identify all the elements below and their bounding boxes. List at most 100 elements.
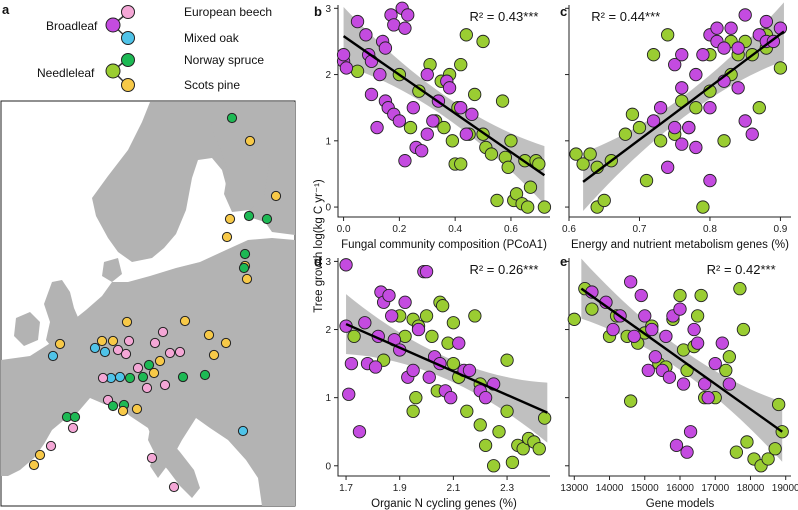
- data-point: [761, 452, 775, 466]
- data-point: [509, 187, 524, 201]
- data-point: [738, 8, 752, 22]
- data-point: [378, 41, 393, 55]
- site-marker: [237, 425, 249, 437]
- map-land-britain: [44, 280, 84, 350]
- data-point: [638, 309, 652, 323]
- data-point: [364, 87, 379, 102]
- y-tick-label: 3: [325, 257, 331, 268]
- site-marker: [221, 231, 233, 243]
- data-point: [459, 28, 473, 42]
- data-point: [385, 309, 399, 323]
- data-point: [398, 154, 412, 168]
- data-point: [627, 329, 641, 343]
- data-point: [484, 147, 499, 161]
- x-axis-label: Gene models: [646, 498, 715, 510]
- data-point: [585, 302, 599, 316]
- axis-frame: [568, 258, 791, 477]
- regression-line: [342, 35, 546, 177]
- data-point: [495, 94, 510, 108]
- map-land-continent: [1, 238, 295, 506]
- data-point: [708, 356, 722, 371]
- site-marker: [141, 382, 153, 394]
- site-marker: [157, 326, 169, 338]
- site-marker: [261, 213, 273, 225]
- data-point: [675, 81, 689, 95]
- data-point: [745, 127, 759, 141]
- data-point: [392, 114, 407, 128]
- site-marker: [243, 210, 255, 222]
- data-point: [382, 288, 396, 303]
- data-point: [446, 316, 461, 330]
- panel-label-c: c: [560, 4, 567, 19]
- data-point: [724, 21, 738, 35]
- data-point: [736, 322, 751, 337]
- r-squared-label: R² = 0.42***: [707, 262, 776, 277]
- data-point: [476, 34, 490, 49]
- legend-label-mixed-oak: Mixed oak: [184, 31, 240, 45]
- y-tick-label: 1: [325, 393, 331, 404]
- data-point: [722, 377, 736, 391]
- data-point: [773, 21, 788, 35]
- data-point: [624, 394, 638, 408]
- data-point: [454, 101, 468, 115]
- map-land-denmark: [102, 258, 122, 282]
- legend-group-needleleaf: Needleleaf: [37, 66, 95, 80]
- site-marker: [89, 342, 101, 354]
- data-point: [532, 442, 546, 456]
- panel-a: a Broadleaf Needleleaf European beech Mi…: [0, 2, 296, 507]
- data-point: [653, 134, 668, 148]
- data-point: [462, 363, 477, 378]
- data-point: [521, 200, 535, 214]
- data-point: [359, 28, 373, 42]
- x-axis-label: Energy and nutrient metabolism genes (%): [571, 239, 789, 251]
- data-point: [425, 329, 439, 343]
- x-tick-label: 0.8: [703, 224, 717, 235]
- site-marker: [224, 213, 236, 225]
- data-point: [492, 425, 506, 439]
- site-marker: [154, 355, 166, 367]
- data-point: [420, 67, 434, 82]
- map-site-markers: [28, 112, 282, 493]
- data-point: [490, 193, 504, 208]
- site-marker: [241, 273, 253, 285]
- data-point: [661, 28, 675, 42]
- data-point: [715, 336, 729, 350]
- site-marker: [34, 449, 46, 461]
- x-tick-label: 1.7: [339, 483, 353, 494]
- data-point: [460, 404, 474, 418]
- data-point: [722, 350, 736, 364]
- x-axis-label: Organic N cycling genes (%): [371, 498, 517, 510]
- data-point: [516, 442, 530, 456]
- site-marker: [270, 190, 282, 202]
- data-point: [452, 336, 466, 350]
- data-point: [668, 57, 682, 72]
- y-tick-label: 1: [325, 136, 331, 147]
- site-marker: [47, 350, 59, 362]
- site-marker: [149, 337, 161, 349]
- data-point: [339, 61, 354, 75]
- x-tick-label: 2.3: [500, 483, 514, 494]
- site-marker: [99, 346, 111, 358]
- data-point: [406, 101, 420, 115]
- data-point: [659, 329, 673, 343]
- data-point: [537, 411, 552, 425]
- data-point: [768, 442, 782, 456]
- data-point: [426, 114, 440, 128]
- data-point: [401, 8, 415, 22]
- data-point: [352, 425, 367, 439]
- data-point: [668, 120, 682, 135]
- legend-node-needleleaf: [105, 63, 121, 79]
- data-point: [500, 404, 514, 418]
- europe-map: [0, 100, 296, 507]
- data-point: [436, 299, 450, 313]
- data-point: [342, 387, 356, 401]
- data-point: [701, 391, 715, 405]
- data-point: [738, 114, 752, 128]
- data-point: [446, 356, 461, 371]
- data-point: [576, 157, 590, 171]
- legend-label-european-beech: European beech: [184, 5, 272, 19]
- site-marker: [96, 335, 108, 347]
- site-marker: [199, 369, 211, 381]
- data-point: [675, 48, 689, 62]
